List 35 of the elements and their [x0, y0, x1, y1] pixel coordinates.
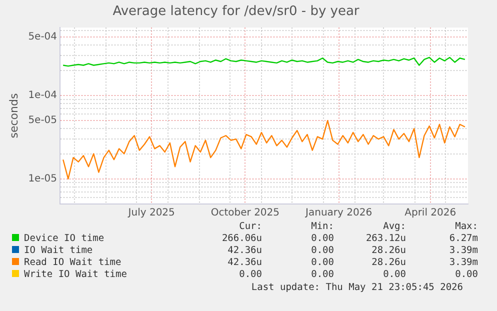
legend-label: Device IO time [23, 233, 106, 245]
x-tick-label: April 2026 [404, 208, 456, 219]
text: 266.06u [220, 233, 262, 245]
text: 0.00 [310, 257, 334, 269]
chart-title: Average latency for /dev/sr0 - by year [112, 4, 360, 20]
text: 0.00 [454, 269, 478, 281]
y-tick-label: 5e-05 [28, 115, 58, 126]
legend-label: Read IO Wait time [23, 257, 122, 269]
text: 3.39m [448, 245, 478, 257]
y-tick-label: 1e-04 [28, 90, 58, 102]
text: 28.26u [370, 257, 406, 269]
text: 0.00 [382, 269, 406, 281]
text: 3.39m [448, 257, 478, 269]
text: 42.36u [226, 245, 262, 257]
text: 0.00 [310, 233, 334, 245]
x-tick-label: October 2025 [210, 208, 280, 219]
text: 0.00 [310, 269, 334, 281]
x-tick-label: July 2025 [127, 208, 175, 219]
text: 0.00 [310, 245, 334, 257]
text: Min: [310, 221, 334, 233]
text: Last update: Thu May 21 23:05:45 2026 [251, 282, 463, 293]
text: 263.12u [364, 233, 406, 245]
x-tick-label: January 2026 [304, 208, 372, 219]
text: 6.27m [448, 233, 478, 245]
text: Cur: [238, 221, 262, 233]
text: Max: [454, 221, 478, 233]
text: 0.00 [238, 269, 262, 281]
y-axis-title: seconds [7, 93, 20, 138]
text: 42.36u [226, 257, 262, 269]
text: 28.26u [370, 245, 406, 257]
legend-label: Write IO Wait time [23, 269, 128, 281]
text: Avg: [382, 221, 406, 233]
y-tick-label: 5e-04 [28, 32, 58, 43]
legend-label: IO Wait time [23, 245, 94, 257]
y-tick-label: 1e-05 [28, 173, 58, 184]
